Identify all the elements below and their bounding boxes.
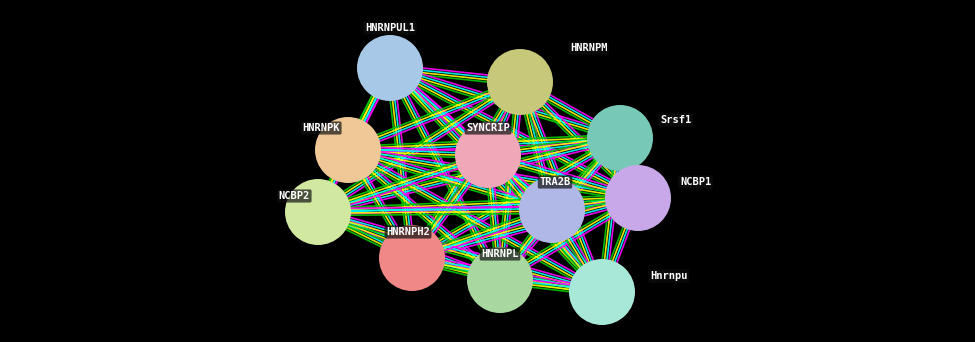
- Circle shape: [467, 247, 533, 313]
- Text: Hnrnpu: Hnrnpu: [650, 271, 687, 281]
- Circle shape: [357, 35, 423, 101]
- Circle shape: [379, 225, 445, 291]
- Text: SYNCRIP: SYNCRIP: [466, 123, 510, 133]
- Circle shape: [519, 177, 585, 243]
- Circle shape: [285, 179, 351, 245]
- Text: HNRNPL: HNRNPL: [482, 249, 519, 259]
- Circle shape: [569, 259, 635, 325]
- Text: NCBP1: NCBP1: [680, 177, 711, 187]
- Text: HNRNPM: HNRNPM: [570, 43, 607, 53]
- Text: HNRNPUL1: HNRNPUL1: [365, 23, 415, 33]
- Circle shape: [315, 117, 381, 183]
- Text: TRA2B: TRA2B: [539, 177, 570, 187]
- Text: HNRNPH2: HNRNPH2: [386, 227, 430, 237]
- Circle shape: [587, 105, 653, 171]
- Circle shape: [605, 165, 671, 231]
- Text: HNRNPK: HNRNPK: [302, 123, 340, 133]
- Text: NCBP2: NCBP2: [279, 191, 310, 201]
- Text: Srsf1: Srsf1: [660, 115, 691, 125]
- Circle shape: [455, 122, 521, 188]
- Circle shape: [487, 49, 553, 115]
